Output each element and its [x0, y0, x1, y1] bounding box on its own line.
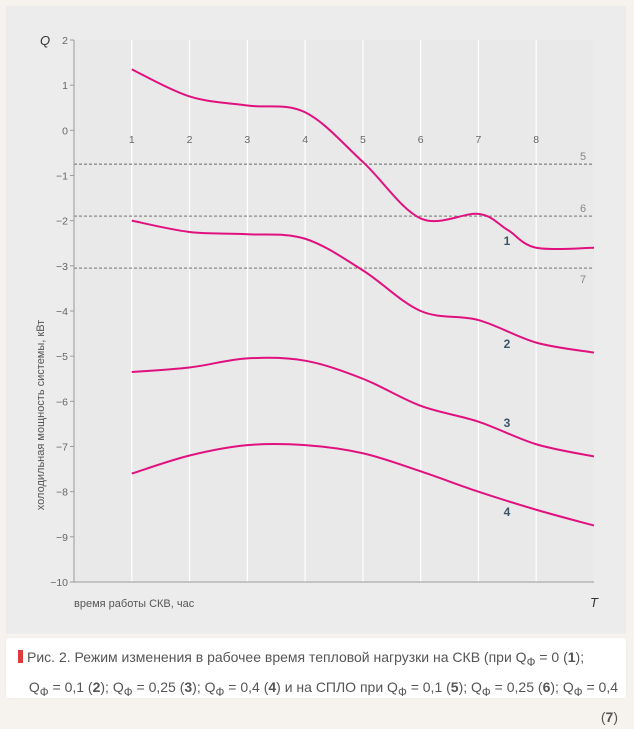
x-axis-label: время работы СКВ, час: [74, 598, 195, 610]
figure-caption: Рис. 2. Режим изменения в рабочее время …: [18, 645, 618, 729]
x-tick-label: 3: [244, 134, 250, 146]
reference-line-label: 7: [580, 274, 586, 286]
x-tick-label: 6: [418, 134, 424, 146]
y-tick-label: −4: [56, 306, 68, 318]
series-label: 3: [504, 416, 511, 430]
series-line-3: [131, 356, 595, 458]
x-tick-label: 4: [302, 134, 308, 146]
series-line-4: [131, 442, 595, 527]
caption-box: [6, 638, 626, 698]
y-tick-label: −2: [56, 216, 68, 228]
series-label: 4: [504, 505, 511, 519]
y-tick-label: −3: [56, 261, 68, 273]
x-tick-label: 7: [476, 134, 482, 146]
y-tick-label: −7: [56, 442, 68, 454]
y-axis-label: холодильная мощность системы, кВт: [35, 320, 47, 510]
series-label: 2: [504, 337, 511, 351]
x-tick-label: 1: [129, 134, 135, 146]
chart: 1 2 3 4 5 6 7 8 2 1 0 −1 −2 −3 −4 −5 −6 −7 −8 −9 −10 5 6 7 1 2 3 4 Q…: [35, 33, 600, 610]
series-line-1: [131, 68, 595, 251]
x-axis-symbol: T: [590, 595, 599, 610]
y-tick-label: −1: [56, 171, 68, 183]
y-axis-symbol: Q: [40, 33, 50, 48]
y-tick-label: −5: [56, 351, 68, 363]
y-tick-label: −6: [56, 396, 68, 408]
caption-marker: [18, 650, 23, 663]
y-tick-label: −10: [50, 577, 68, 589]
y-tick-label: −9: [56, 532, 68, 544]
x-tick-label: 2: [187, 134, 193, 146]
plot-area: [74, 40, 594, 582]
caption-prefix: Рис. 2. Режим изменения в рабочее время …: [27, 649, 527, 665]
series-label: 1: [504, 234, 511, 248]
y-tick-label: 1: [62, 80, 68, 92]
series-line-2: [131, 219, 595, 354]
y-tick-label: 2: [62, 35, 68, 47]
y-tick-label: 0: [62, 125, 68, 137]
reference-line-label: 5: [580, 151, 586, 163]
reference-line-label: 6: [580, 203, 586, 215]
x-tick-label: 5: [360, 134, 366, 146]
caption-line-2: QФ = 0,1 (2); QФ = 0,25 (3); QФ = 0,4 (4…: [28, 678, 618, 725]
y-tick-label: −8: [56, 487, 68, 499]
figure: 1 2 3 4 5 6 7 8 2 1 0 −1 −2 −3 −4 −5 −6 −7 −8 −9 −10 5 6 7 1 2 3 4 Q…: [6, 33, 626, 725]
x-tick-label: 8: [533, 134, 539, 146]
